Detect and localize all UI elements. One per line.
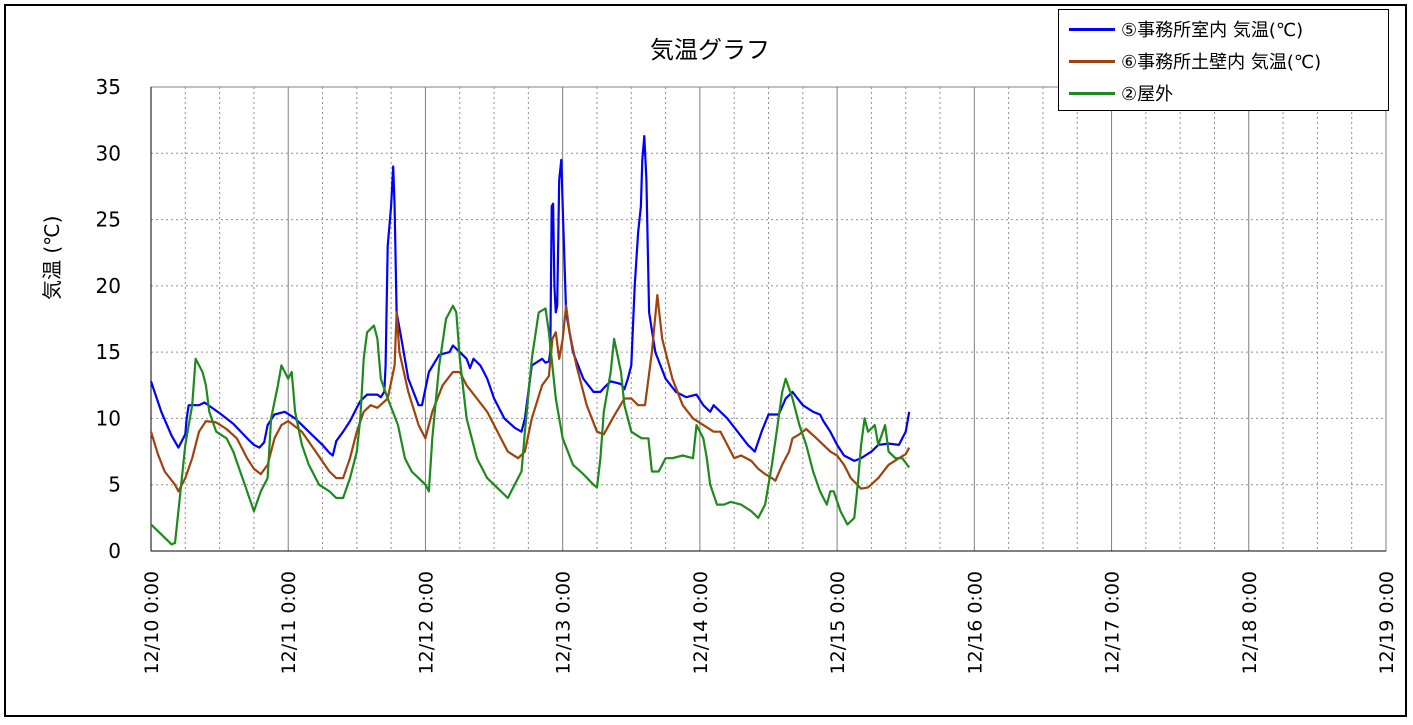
y-tick-label: 0 <box>108 539 121 563</box>
legend-label-indoor: ⑤事務所室内 気温(℃) <box>1121 20 1304 41</box>
x-tick-label: 12/16 0:00 <box>964 571 986 674</box>
x-tick-label: 12/13 0:00 <box>553 571 575 674</box>
legend-item-wall: ⑥事務所土壁内 気温(℃) <box>1069 48 1321 74</box>
x-tick-label: 12/14 0:00 <box>690 571 712 674</box>
legend-item-outdoor: ②屋外 <box>1069 80 1173 106</box>
legend-swatch-wall <box>1069 59 1115 63</box>
y-tick-label: 25 <box>96 208 121 232</box>
series-line-2 <box>150 304 911 546</box>
y-tick-label: 30 <box>96 141 121 165</box>
legend-item-indoor: ⑤事務所室内 気温(℃) <box>1069 16 1303 42</box>
y-axis-label: 気温 (℃) <box>40 215 64 300</box>
y-tick-label: 15 <box>96 340 121 364</box>
y-tick-label: 10 <box>96 406 121 430</box>
legend-swatch-indoor <box>1069 27 1115 31</box>
legend-swatch-outdoor <box>1069 91 1115 95</box>
legend-label-wall: ⑥事務所土壁内 気温(℃) <box>1121 52 1322 73</box>
chart-title: 気温グラフ <box>650 36 770 64</box>
x-tick-label: 12/17 0:00 <box>1102 571 1124 674</box>
y-tick-label: 5 <box>108 473 121 497</box>
legend: ⑤事務所室内 気温(℃) ⑥事務所土壁内 気温(℃) ②屋外 <box>1058 9 1389 111</box>
x-tick-label: 12/15 0:00 <box>827 571 849 674</box>
y-tick-label: 35 <box>96 75 121 99</box>
y-tick-label: 20 <box>96 274 121 298</box>
series-line-0 <box>149 135 911 462</box>
x-tick-label: 12/11 0:00 <box>278 571 300 674</box>
x-tick-label: 12/10 0:00 <box>141 571 163 674</box>
x-tick-label: 12/12 0:00 <box>415 571 437 674</box>
legend-label-outdoor: ②屋外 <box>1121 84 1174 105</box>
x-tick-label: 12/18 0:00 <box>1239 571 1261 674</box>
x-tick-label: 12/19 0:00 <box>1376 571 1398 674</box>
